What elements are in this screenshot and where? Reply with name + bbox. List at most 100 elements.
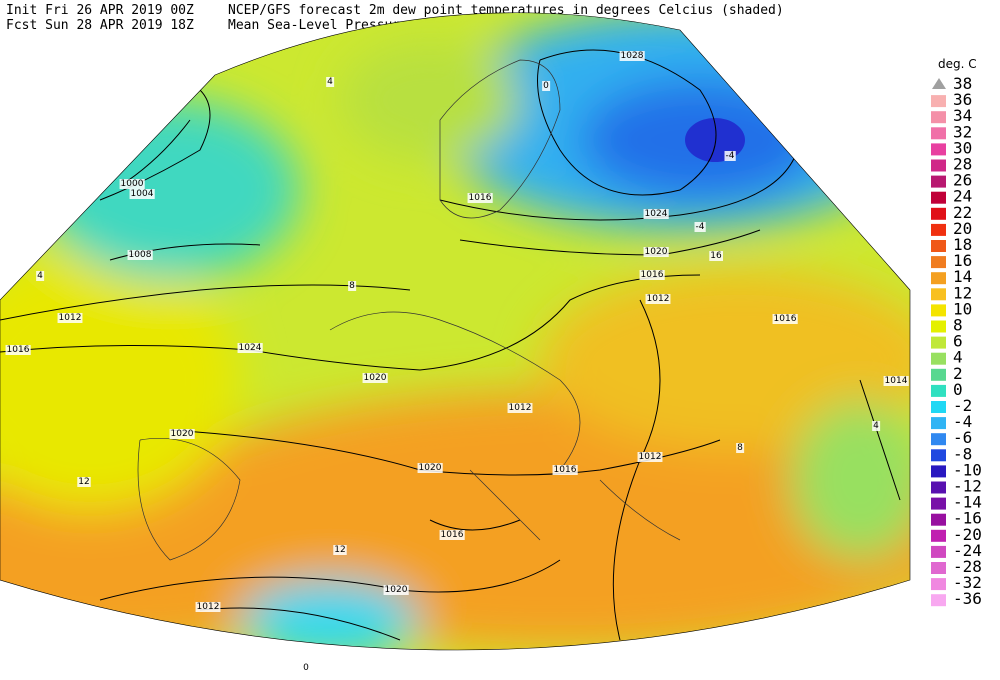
legend-label: -36 [953,589,982,608]
legend-label: 26 [953,171,972,190]
contour-label: 1020 [364,373,387,383]
legend-swatch [931,449,946,462]
contour-label: 1012 [647,294,670,304]
contour-label-bg [883,376,909,386]
contour-label-bg [237,343,263,353]
legend-label: 28 [953,155,972,174]
legend-swatch [931,384,946,397]
legend-label: 8 [953,316,963,335]
contour-label-bg [467,193,493,203]
contour-label-bg [77,477,91,487]
contour-label: 4 [37,271,43,281]
legend-label: -8 [953,444,972,463]
legend-label: 32 [953,122,972,141]
contour-label: 1012 [59,313,82,323]
contour-label: 1020 [645,247,668,257]
fcst-line: Fcst Sun 28 APR 2019 18Z [6,18,194,33]
contour-label-bg [5,345,31,355]
contour-label-bg [694,222,706,232]
contour-label: 0 [303,663,309,673]
contour-label-bg [439,530,465,540]
legend-swatch [931,545,946,558]
legend-label: 4 [953,348,963,367]
contour-label: 1012 [197,602,220,612]
contour-label-bg [36,271,45,281]
contour-label: 1016 [554,465,577,475]
legend-label: 2 [953,364,963,383]
contour-label-bg [542,81,551,91]
legend-label: 36 [953,90,972,109]
legend-label: 18 [953,235,972,254]
contour-label-bg [333,545,347,555]
legend-swatch [931,175,946,188]
legend-swatch [931,95,946,108]
contour-label: 4 [327,77,333,87]
legend: deg. C 383634323028262422201816141210864… [931,57,982,608]
contour-label-bg [724,151,736,161]
legend-swatch [931,191,946,204]
legend-label: -14 [953,493,982,512]
legend-swatch [931,433,946,446]
contour-label-bg [57,313,83,323]
legend-label: 24 [953,187,972,206]
init-line: Init Fri 26 APR 2019 00Z [6,3,194,18]
legend-label: 6 [953,332,963,351]
contour-label: 1004 [131,189,154,199]
contour-label-bg [127,250,153,260]
contour-label-bg [772,314,798,324]
contour-label-bg [326,77,335,87]
contour-label: 1020 [171,429,194,439]
contour-label: 1008 [129,250,152,260]
legend-swatch [931,143,946,156]
legend-label: 12 [953,283,972,302]
legend-swatch [931,288,946,301]
legend-swatch [931,223,946,236]
legend-swatch [931,272,946,285]
contour-label: -4 [726,151,735,161]
contour-label: 16 [710,251,722,261]
legend-arrow [932,78,946,89]
contour-label: 1016 [774,314,797,324]
legend-swatch [931,256,946,269]
contour-label: 12 [334,545,345,555]
legend-swatch [931,304,946,317]
contour-label-bg [119,179,145,189]
contour-label-bg [619,51,645,61]
contour-label-bg [195,602,221,612]
contour-label-bg [302,663,311,673]
contour-label: 4 [873,421,879,431]
legend-label: -6 [953,428,972,447]
legend-label: -10 [953,460,982,479]
contour-label-bg [639,270,665,280]
contour-label-bg [872,421,881,431]
contour-label: 1016 [469,193,492,203]
contour-label: 1016 [7,345,30,355]
legend-swatch [931,529,946,542]
contour-label-bg [129,189,155,199]
contour-label-bg [417,463,443,473]
contour-label-bg [643,209,669,219]
contour-label-bg [383,585,409,595]
legend-swatch [931,320,946,333]
legend-label: -24 [953,541,982,560]
contour-label: 8 [349,281,355,291]
legend-label: -2 [953,396,972,415]
contour-label-bg [637,452,663,462]
legend-swatch [931,240,946,252]
legend-label: 38 [953,74,972,93]
contour-label: 1024 [239,343,262,353]
legend-swatch [931,368,946,381]
contour-label: 1020 [419,463,442,473]
contour-label: 1016 [641,270,664,280]
contour-label-bg [552,465,578,475]
legend-label: -28 [953,557,982,576]
contour-label: 1014 [885,376,908,386]
legend-swatch [931,207,946,220]
contour-label: -4 [696,222,705,232]
legend-swatch [931,497,946,510]
map-border [0,12,911,651]
legend-label: 30 [953,138,972,157]
legend-label: 20 [953,219,972,238]
